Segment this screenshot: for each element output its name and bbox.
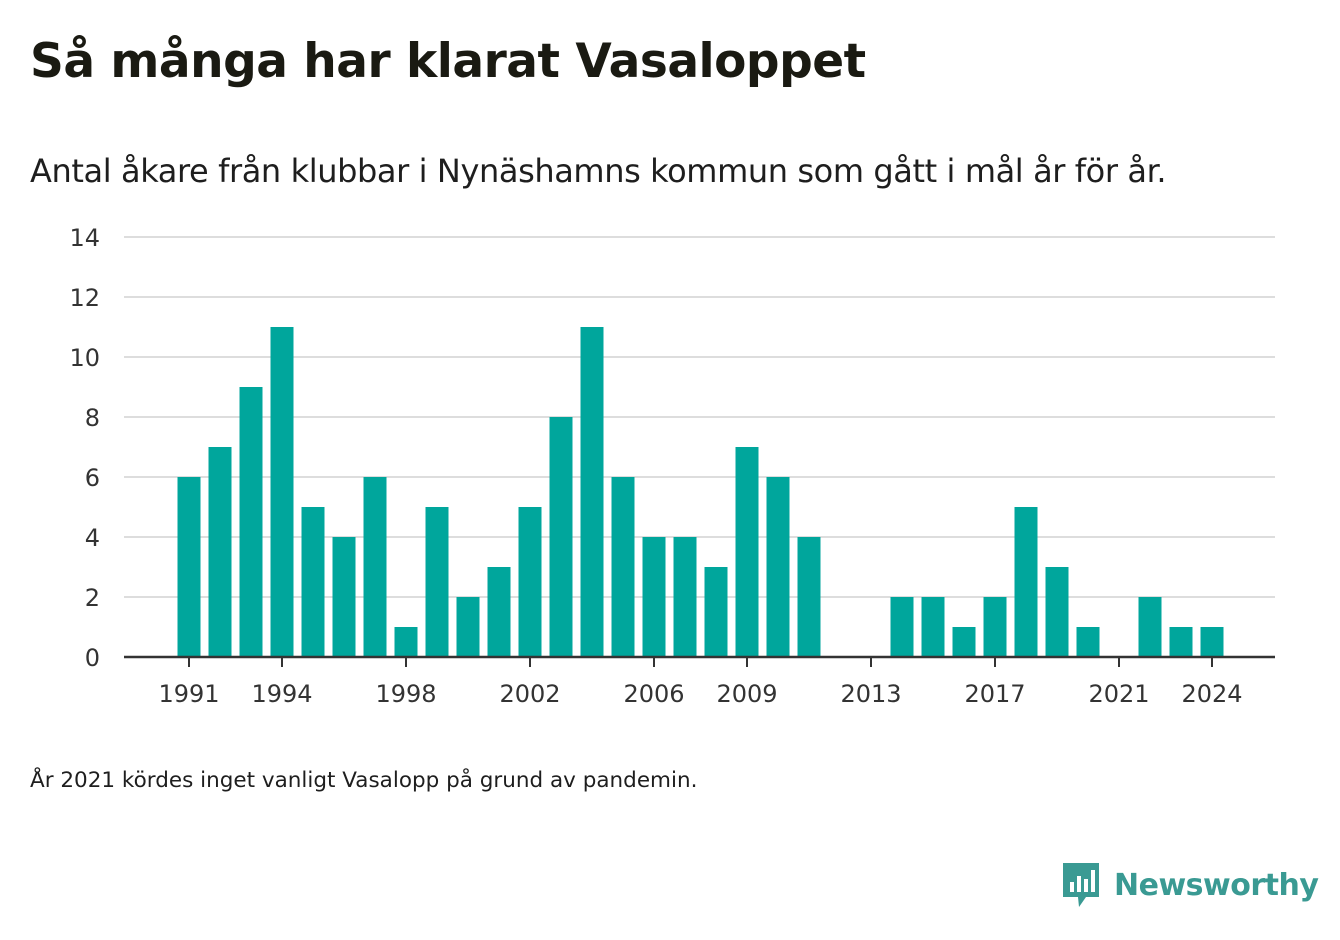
x-tick-label: 2006 [623, 680, 684, 708]
bar-1996 [332, 537, 356, 657]
x-axis-ticks: 1991 1994 1998 2002 2006 2009 2013 2017 2021 2024 [158, 657, 1243, 708]
x-tick-label: 1991 [158, 680, 219, 708]
bars [177, 327, 1224, 657]
newsworthy-logo-icon [1063, 863, 1099, 907]
bar-2018 [1014, 507, 1038, 657]
x-tick-label: 2021 [1088, 680, 1149, 708]
grid-lines [124, 236, 1275, 598]
footnote: År 2021 kördes inget vanligt Vasalopp på… [30, 768, 698, 793]
y-tick-label: 0 [85, 644, 100, 672]
bar-2024 [1200, 627, 1224, 657]
chart-subtitle: Antal åkare från klubbar i Nynäshamns ko… [30, 152, 1167, 190]
y-tick-label: 6 [85, 464, 100, 492]
y-tick-label: 2 [85, 584, 100, 612]
bar-1995 [301, 507, 325, 657]
bar-2020 [1076, 627, 1100, 657]
x-tick-label: 2009 [716, 680, 777, 708]
bar-2003 [549, 417, 573, 657]
bar-2004 [580, 327, 604, 657]
bar-2023 [1169, 627, 1193, 657]
bar-2000 [456, 597, 480, 657]
bar-1997 [363, 477, 387, 657]
x-tick-label: 1998 [375, 680, 436, 708]
bar-2017 [983, 597, 1007, 657]
bar-2011 [797, 537, 821, 657]
bar-2002 [518, 507, 542, 657]
y-tick-label: 8 [85, 404, 100, 432]
bar-2014 [890, 597, 914, 657]
bar-2010 [766, 477, 790, 657]
y-tick-label: 4 [85, 524, 100, 552]
bar-2015 [921, 597, 945, 657]
bar-2001 [487, 567, 511, 657]
bar-2009 [735, 447, 759, 657]
x-tick-label: 1994 [251, 680, 312, 708]
logo-text: Newsworthy [1114, 867, 1319, 903]
bar-1994 [270, 327, 294, 657]
bar-2008 [704, 567, 728, 657]
bar-1993 [239, 387, 263, 657]
y-tick-label: 10 [69, 344, 100, 372]
bar-2005 [611, 477, 635, 657]
bar-1991 [177, 477, 201, 657]
bar-2019 [1045, 567, 1069, 657]
x-tick-label: 2002 [499, 680, 560, 708]
y-tick-label: 14 [69, 224, 100, 252]
bar-2006 [642, 537, 666, 657]
bar-2016 [952, 627, 976, 657]
y-axis-ticks: 0 2 4 6 8 10 12 14 [69, 224, 100, 672]
bar-1999 [425, 507, 449, 657]
bar-1992 [208, 447, 232, 657]
y-tick-label: 12 [69, 284, 100, 312]
bar-chart: 0 2 4 6 8 10 12 14 1991 1994 1998 2002 2006 2009 2013… [69, 224, 1275, 708]
bar-2007 [673, 537, 697, 657]
bar-2022 [1138, 597, 1162, 657]
x-tick-label: 2017 [964, 680, 1025, 708]
x-tick-label: 2013 [840, 680, 901, 708]
newsworthy-logo: Newsworthy [1060, 860, 1319, 910]
chart-title: Så många har klarat Vasaloppet [30, 34, 866, 89]
bar-1998 [394, 627, 418, 657]
x-tick-label: 2024 [1181, 680, 1242, 708]
